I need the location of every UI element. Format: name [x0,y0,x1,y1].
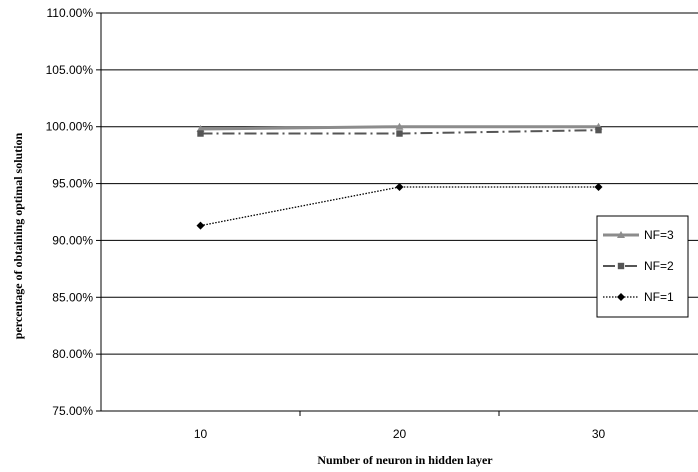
y-tick-label: 105.00% [46,63,94,77]
y-tick-label: 110.00% [47,6,94,20]
series-line [200,186,599,227]
legend-item: NF=2 [603,259,674,273]
y-tick-label: 95.00% [52,177,93,191]
legend-label: NF=3 [644,228,674,242]
legend-marker [617,262,625,270]
data-point [196,221,205,230]
data-point [594,182,603,191]
y-tick-label: 90.00% [52,233,93,247]
legend-label: NF=1 [644,290,674,304]
legend: NF=3 NF=2 NF=1 [596,215,689,318]
y-axis-ticks: 75.00% 80.00% 85.00% 90.00% 95.00% 100.00% 105… [46,6,101,418]
data-point [395,122,404,130]
axes [100,13,698,412]
legend-marker [617,293,625,301]
series-NF=2 [197,126,602,137]
x-axis-ticks: 10 20 30 [194,411,606,441]
x-tick-label: 10 [194,427,208,441]
data-point [395,182,404,191]
y-tick-label: 85.00% [52,290,93,304]
data-point [595,126,602,134]
x-tick-label: 30 [592,427,606,441]
legend-marker [617,231,625,238]
data-point [396,130,403,137]
y-tick-label: 75.00% [52,404,93,418]
data-point [196,124,205,132]
series-NF=1 [196,182,603,230]
legend-item: NF=1 [603,290,674,304]
legend-item: NF=3 [603,228,674,242]
y-axis-title: percentage of obtaining optimal solution [11,132,25,339]
x-tick-label: 20 [393,427,407,441]
data-point [197,130,204,137]
x-axis-title: Number of neuron in hidden layer [317,453,493,467]
y-tick-label: 100.00% [46,120,94,134]
legend-label: NF=2 [644,259,674,273]
y-tick-label: 80.00% [52,347,93,361]
series-group [196,122,603,230]
